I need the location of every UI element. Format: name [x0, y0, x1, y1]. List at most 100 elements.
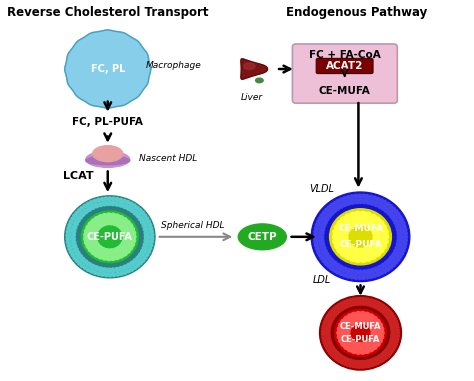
Circle shape [335, 243, 341, 249]
Circle shape [89, 235, 97, 242]
Circle shape [115, 197, 119, 201]
Circle shape [138, 261, 142, 265]
Circle shape [98, 202, 103, 207]
Circle shape [343, 333, 351, 340]
Circle shape [130, 268, 134, 271]
Text: Endogenous Pathway: Endogenous Pathway [286, 6, 427, 19]
Circle shape [141, 259, 145, 262]
Circle shape [66, 234, 70, 237]
Circle shape [114, 214, 120, 219]
Circle shape [366, 245, 375, 253]
Circle shape [110, 213, 116, 218]
Circle shape [71, 229, 76, 233]
Circle shape [392, 347, 395, 351]
Circle shape [342, 224, 351, 232]
Circle shape [99, 248, 106, 254]
Circle shape [346, 196, 350, 199]
Circle shape [81, 264, 84, 267]
Circle shape [325, 262, 328, 265]
Circle shape [368, 314, 374, 319]
Circle shape [319, 242, 325, 247]
Circle shape [340, 250, 347, 256]
Circle shape [377, 221, 384, 227]
Circle shape [322, 220, 327, 225]
Circle shape [121, 241, 128, 248]
Circle shape [66, 230, 70, 234]
Circle shape [127, 269, 130, 273]
Circle shape [73, 214, 77, 218]
Circle shape [392, 216, 397, 221]
Circle shape [136, 213, 141, 218]
Circle shape [380, 309, 385, 313]
Circle shape [355, 365, 358, 368]
Circle shape [337, 247, 344, 253]
Circle shape [339, 323, 345, 328]
Circle shape [68, 224, 72, 227]
Circle shape [115, 267, 119, 272]
Circle shape [324, 216, 329, 221]
Circle shape [374, 250, 381, 256]
Circle shape [143, 256, 147, 259]
Circle shape [371, 330, 378, 336]
Circle shape [102, 268, 107, 272]
Circle shape [372, 344, 377, 349]
Circle shape [86, 225, 91, 230]
Circle shape [351, 302, 356, 306]
Circle shape [150, 240, 154, 243]
Circle shape [144, 239, 149, 243]
Text: Liver: Liver [241, 93, 263, 102]
Circle shape [75, 251, 80, 256]
Circle shape [346, 299, 349, 303]
Circle shape [326, 316, 329, 319]
Circle shape [130, 208, 135, 213]
Circle shape [311, 192, 410, 282]
Circle shape [75, 259, 79, 263]
Ellipse shape [238, 224, 286, 250]
Text: FC, PL: FC, PL [91, 64, 125, 74]
Circle shape [373, 233, 382, 241]
Circle shape [378, 334, 383, 339]
Text: LCAT: LCAT [63, 171, 94, 181]
Circle shape [342, 305, 346, 309]
Circle shape [403, 232, 407, 235]
Circle shape [361, 298, 365, 301]
Circle shape [337, 353, 341, 357]
Circle shape [394, 249, 399, 254]
Circle shape [107, 218, 115, 225]
Circle shape [354, 199, 359, 203]
Circle shape [100, 273, 104, 276]
Circle shape [341, 341, 346, 346]
Circle shape [372, 304, 376, 308]
Circle shape [385, 348, 389, 352]
Circle shape [355, 211, 361, 218]
Circle shape [396, 331, 400, 335]
Circle shape [368, 337, 376, 344]
Circle shape [136, 206, 139, 210]
Circle shape [75, 211, 79, 215]
Circle shape [362, 248, 370, 255]
Circle shape [356, 218, 365, 225]
Circle shape [145, 217, 148, 220]
Circle shape [384, 357, 387, 360]
Circle shape [343, 330, 350, 336]
Circle shape [400, 218, 403, 222]
Circle shape [123, 265, 128, 270]
Circle shape [316, 223, 319, 227]
Circle shape [148, 247, 152, 250]
Circle shape [396, 227, 402, 232]
Circle shape [393, 345, 396, 348]
Circle shape [83, 209, 88, 214]
Circle shape [73, 221, 78, 226]
Circle shape [77, 209, 81, 212]
Circle shape [149, 243, 153, 247]
Text: CE-MUFA: CE-MUFA [338, 224, 383, 234]
Circle shape [323, 322, 327, 325]
Circle shape [86, 243, 91, 248]
Circle shape [388, 343, 392, 347]
Circle shape [336, 200, 340, 203]
Circle shape [87, 268, 91, 271]
Circle shape [347, 314, 353, 319]
Circle shape [350, 195, 354, 199]
Circle shape [90, 201, 93, 204]
Circle shape [84, 240, 90, 245]
